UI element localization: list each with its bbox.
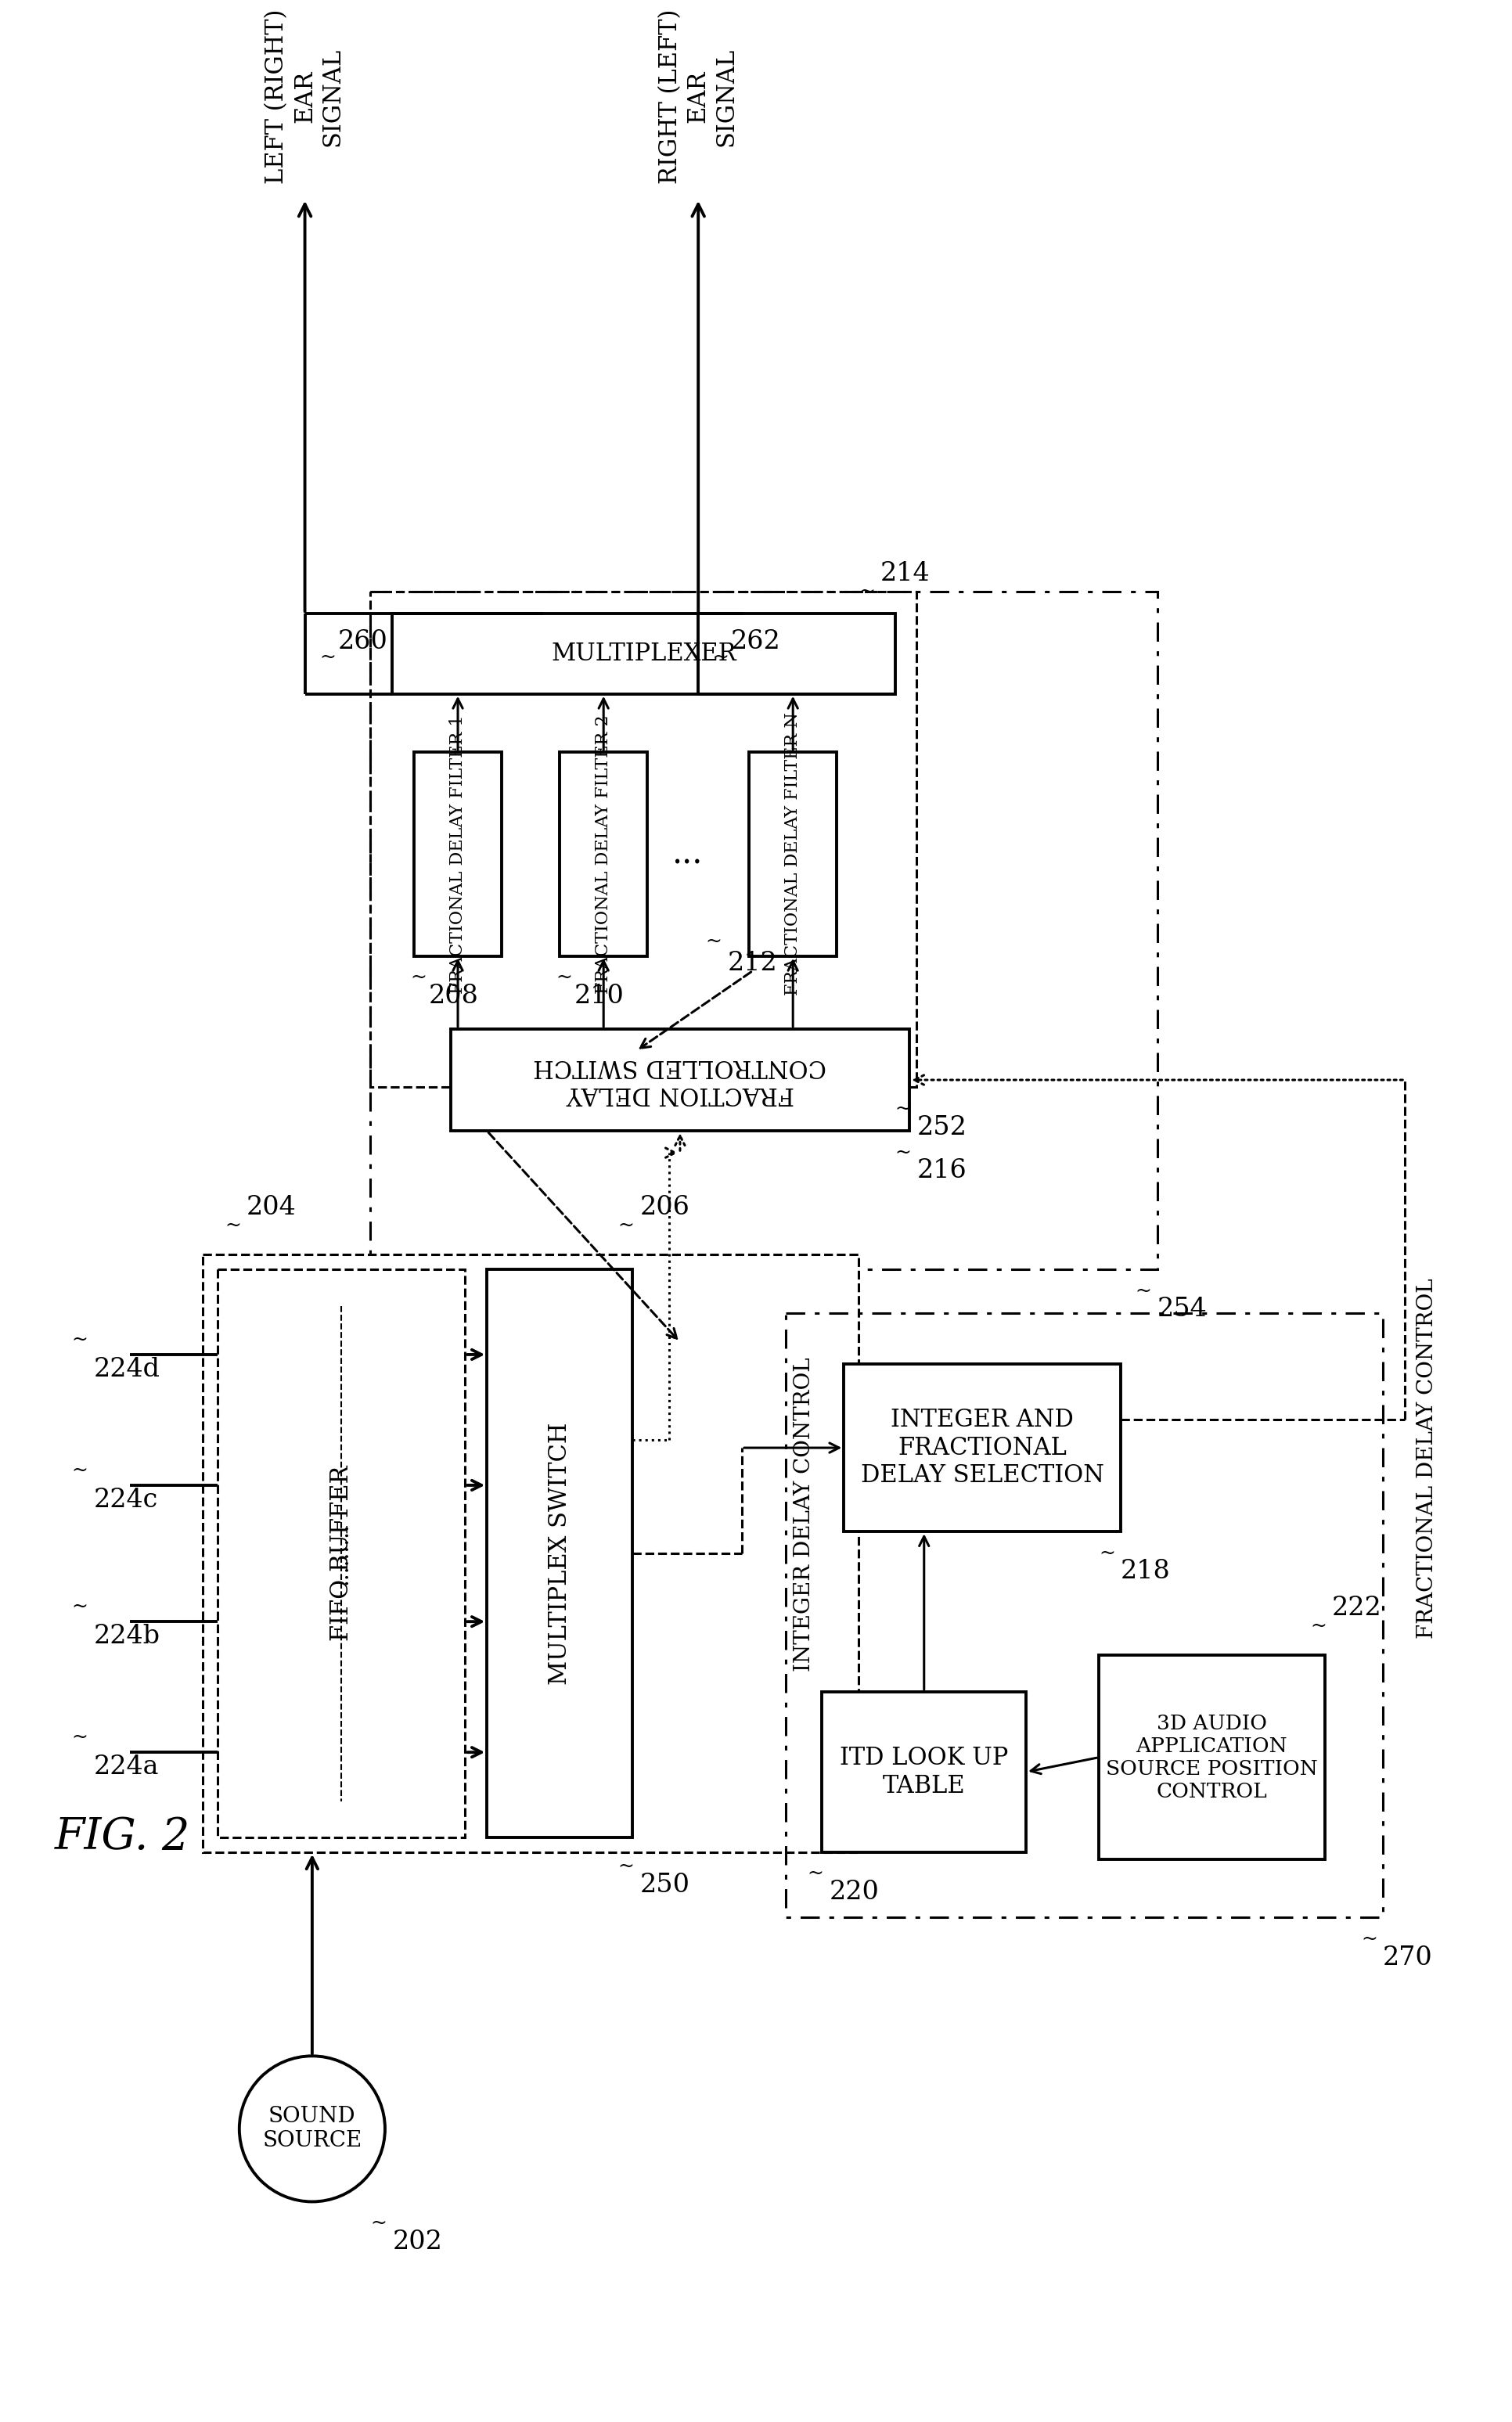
- Text: 208: 208: [429, 983, 479, 1008]
- Text: 262: 262: [730, 630, 780, 654]
- Circle shape: [239, 2056, 386, 2202]
- Text: 222: 222: [1332, 1596, 1382, 1620]
- Text: 218: 218: [1120, 1560, 1170, 1584]
- Text: FRACTIONAL DELAY CONTROL: FRACTIONAL DELAY CONTROL: [1417, 1279, 1438, 1640]
- Text: ~: ~: [225, 1216, 240, 1235]
- Text: 224d: 224d: [94, 1356, 160, 1381]
- Text: 250: 250: [640, 1872, 689, 1896]
- Text: FRACTIONAL DELAY FILTER N: FRACTIONAL DELAY FILTER N: [785, 712, 801, 995]
- Text: MULTIPLEX SWITCH: MULTIPLEX SWITCH: [547, 1422, 572, 1686]
- Bar: [823, 1693, 1027, 1853]
- Bar: [487, 1269, 632, 1838]
- Text: .........: .........: [331, 1521, 352, 1584]
- Text: 220: 220: [830, 1879, 880, 1904]
- Text: ~: ~: [410, 969, 426, 988]
- Text: ~: ~: [859, 584, 875, 601]
- Text: 216: 216: [916, 1158, 966, 1184]
- Text: 224c: 224c: [94, 1487, 157, 1511]
- Text: INTEGER AND
FRACTIONAL
DELAY SELECTION: INTEGER AND FRACTIONAL DELAY SELECTION: [860, 1407, 1104, 1487]
- Bar: [414, 753, 502, 957]
- Text: ~: ~: [712, 649, 729, 666]
- Text: ~: ~: [618, 1858, 635, 1875]
- Text: ~: ~: [1309, 1618, 1326, 1635]
- Bar: [218, 1269, 466, 1838]
- Text: ~: ~: [71, 1729, 88, 1746]
- Text: 270: 270: [1383, 1945, 1433, 1969]
- Text: ~: ~: [370, 2214, 387, 2233]
- Text: RIGHT (LEFT)
EAR
SIGNAL: RIGHT (LEFT) EAR SIGNAL: [658, 10, 738, 184]
- Bar: [370, 591, 1157, 1269]
- Text: 224a: 224a: [94, 1754, 159, 1780]
- Text: ...: ...: [671, 838, 703, 869]
- Text: 3D AUDIO
APPLICATION
SOURCE POSITION
CONTROL: 3D AUDIO APPLICATION SOURCE POSITION CON…: [1105, 1712, 1318, 1802]
- Text: FRACTIONAL DELAY FILTER 1: FRACTIONAL DELAY FILTER 1: [449, 714, 467, 993]
- Text: FRACTION DELAY
CONTROLLED SWITCH: FRACTION DELAY CONTROLLED SWITCH: [534, 1054, 827, 1107]
- Text: ITD LOOK UP
TABLE: ITD LOOK UP TABLE: [839, 1746, 1009, 1797]
- Text: ~: ~: [556, 969, 573, 988]
- Bar: [203, 1255, 859, 1853]
- Text: FIFO BUFFER: FIFO BUFFER: [330, 1465, 354, 1642]
- Text: 204: 204: [246, 1194, 296, 1221]
- Text: 210: 210: [575, 983, 624, 1008]
- Text: ~: ~: [895, 1143, 912, 1163]
- Text: ~: ~: [319, 649, 336, 666]
- Text: ~: ~: [807, 1865, 824, 1882]
- Bar: [370, 591, 916, 1087]
- Bar: [786, 1313, 1383, 1918]
- Text: 206: 206: [640, 1194, 689, 1221]
- Text: ~: ~: [1361, 1930, 1377, 1947]
- Text: 202: 202: [392, 2228, 443, 2255]
- Bar: [392, 613, 895, 693]
- Text: SOUND
SOURCE: SOUND SOURCE: [263, 2107, 361, 2151]
- Text: ~: ~: [71, 1599, 88, 1615]
- Text: ~: ~: [618, 1216, 635, 1235]
- Text: ~: ~: [1136, 1281, 1152, 1301]
- Bar: [559, 753, 647, 957]
- Bar: [1099, 1654, 1325, 1860]
- Text: ~: ~: [71, 1460, 88, 1480]
- Text: 260: 260: [337, 630, 387, 654]
- Text: LEFT (RIGHT)
EAR
SIGNAL: LEFT (RIGHT) EAR SIGNAL: [265, 10, 345, 184]
- Bar: [750, 753, 836, 957]
- Text: 224b: 224b: [94, 1623, 160, 1649]
- Text: FIG. 2: FIG. 2: [54, 1816, 191, 1860]
- Text: INTEGER DELAY CONTROL: INTEGER DELAY CONTROL: [794, 1356, 815, 1671]
- Text: ~: ~: [706, 932, 721, 949]
- Text: 214: 214: [880, 562, 930, 586]
- Bar: [844, 1364, 1120, 1531]
- Text: 252: 252: [916, 1114, 966, 1141]
- Text: ~: ~: [71, 1332, 88, 1349]
- Text: FRACTIONAL DELAY FILTER 2: FRACTIONAL DELAY FILTER 2: [594, 714, 612, 993]
- Bar: [451, 1029, 910, 1131]
- Text: 212: 212: [727, 952, 777, 976]
- Text: ~: ~: [895, 1100, 912, 1119]
- Text: ~: ~: [1099, 1545, 1116, 1562]
- Text: MULTIPLEXER: MULTIPLEXER: [550, 642, 736, 666]
- Text: 254: 254: [1157, 1296, 1207, 1322]
